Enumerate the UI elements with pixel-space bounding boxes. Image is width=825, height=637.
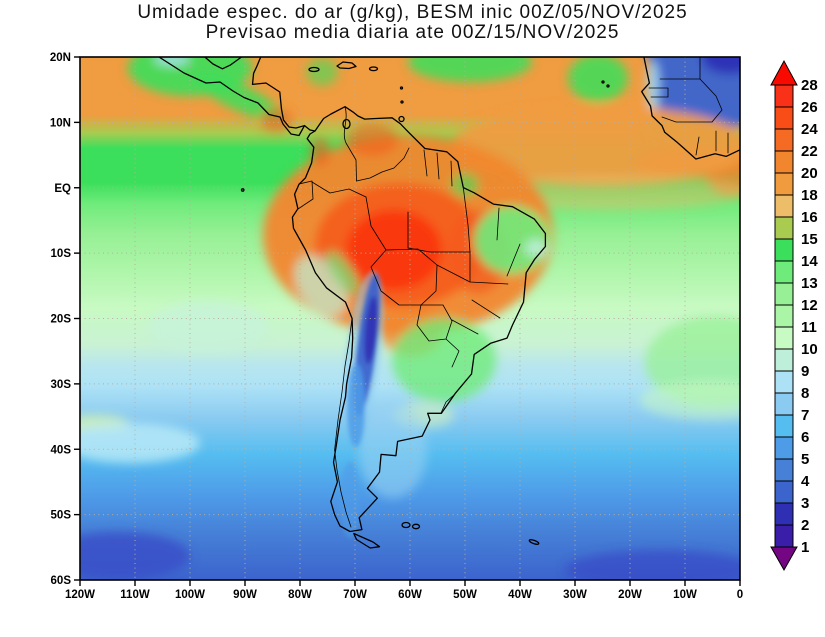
- coastlines: [158, 57, 740, 549]
- colorbar-segment: [774, 436, 794, 460]
- lesser-antilles-island: [399, 86, 404, 90]
- colorbar: 28 26 24 22 20 18 16 15 14 13 12 11 10 9 8 7 6 5 4 3 2 1: [770, 59, 818, 572]
- colorbar-tick-label: 3: [801, 495, 809, 512]
- colorbar-tick-label: 16: [801, 209, 818, 226]
- colorbar-segment: [774, 238, 794, 262]
- tierra-del-fuego-coastline: [353, 532, 381, 549]
- figure-title-line1: Umidade espec. do ar (g/kg), BESM inic 0…: [137, 2, 688, 23]
- colorbar-segment: [774, 326, 794, 350]
- x-axis-label: 90W: [233, 589, 257, 601]
- colorbar-arrow-bottom: [770, 546, 798, 572]
- x-axis-label: 10W: [673, 589, 697, 601]
- colorbar-arrow-top: [770, 59, 798, 86]
- colorbar-tick-label: 9: [801, 363, 809, 380]
- x-axis-label: 20W: [618, 589, 642, 601]
- colorbar-tick-label: 26: [801, 99, 818, 116]
- political-borders: [297, 57, 729, 528]
- x-axis-label: 100W: [175, 589, 205, 601]
- colorbar-segment: [774, 106, 794, 130]
- hispaniola-island: [336, 61, 357, 70]
- colorbar-segment: [774, 458, 794, 482]
- colorbar-tick-label: 11: [801, 319, 817, 336]
- colorbar-segment: [774, 392, 794, 416]
- mexico-gulf-coast: [204, 57, 243, 70]
- falkland-island-east: [411, 523, 421, 530]
- y-axis-label: 10S: [51, 248, 72, 260]
- colorbar-tick-label: 5: [801, 451, 809, 468]
- jamaica-island: [308, 66, 320, 73]
- colorbar-segment: [774, 480, 794, 504]
- colorbar-segment: [774, 348, 794, 372]
- x-axis-label: 50W: [453, 589, 477, 601]
- colorbar-segment: [774, 370, 794, 394]
- axis-ticks-and-labels: 120W 110W 100W 90W 80W 70W 60W 50W 40W 30W 20W 10W 0…: [50, 52, 743, 601]
- field-anomaly-blobs: [80, 57, 740, 580]
- andes-dry-strip: [340, 270, 385, 538]
- colorbar-segment: [774, 150, 794, 174]
- y-axis-label: 40S: [51, 444, 72, 456]
- trinidad-island: [398, 115, 405, 123]
- colorbar-segment: [774, 282, 794, 306]
- figure-title-line2: Previsao media diaria ate 00Z/15/NOV/202…: [205, 22, 620, 43]
- x-axis-label: 0: [737, 589, 743, 601]
- y-axis-label: 20N: [50, 52, 71, 64]
- colorbar-segment: [774, 216, 794, 240]
- colorbar-tick-label: 20: [801, 165, 818, 182]
- colorbar-tick-label: 28: [801, 77, 818, 94]
- y-axis-label: 60S: [51, 575, 72, 587]
- colorbar-tick-label: 24: [801, 121, 818, 138]
- colorbar-tick-label: 13: [801, 275, 818, 292]
- colorbar-tick-label: 8: [801, 385, 809, 402]
- west-africa-coastline: [641, 57, 740, 160]
- y-axis-label: 50S: [51, 510, 72, 522]
- lake-maracaibo: [342, 118, 351, 130]
- y-axis-label: 30S: [51, 379, 72, 391]
- colorbar-tick-label: 10: [801, 341, 818, 358]
- colorbar-tick-label: 12: [801, 297, 818, 314]
- falkland-island-west: [401, 521, 411, 529]
- colorbar-tick-label: 18: [801, 187, 818, 204]
- colorbar-segment: [774, 502, 794, 526]
- lesser-antilles-island: [400, 100, 404, 104]
- colorbar-segment: [774, 414, 794, 438]
- colorbar-tick-label: 22: [801, 143, 818, 160]
- x-axis-label: 60W: [398, 589, 422, 601]
- puerto-rico-island: [368, 66, 379, 72]
- cape-verde-island: [606, 84, 610, 88]
- colorbar-tick-label: 1: [801, 539, 809, 556]
- y-axis-label: 10N: [50, 117, 71, 129]
- colorbar-segment: [774, 172, 794, 196]
- colorbar-segment: [774, 84, 794, 108]
- galapagos-island: [240, 188, 245, 192]
- colorbar-tick-label: 15: [801, 231, 818, 248]
- colorbar-tick-label: 4: [801, 473, 810, 490]
- x-axis-label: 110W: [120, 589, 150, 601]
- colorbar-tick-label: 7: [801, 407, 809, 424]
- x-axis-label: 80W: [288, 589, 312, 601]
- colorbar-segment: [774, 260, 794, 284]
- yucatan-caribbean-coast: [251, 57, 306, 129]
- colorbar-tick-label: 6: [801, 429, 809, 446]
- colorbar-segment: [774, 194, 794, 218]
- south-america-coastline: [291, 106, 547, 533]
- colorbar-segment: [774, 524, 794, 548]
- humidity-field: [80, 57, 740, 580]
- x-axis-label: 120W: [65, 589, 95, 601]
- south-georgia-island: [528, 539, 540, 545]
- central-america-pacific-coast: [158, 57, 316, 137]
- colorbar-segment: [774, 128, 794, 152]
- x-axis-label: 30W: [563, 589, 587, 601]
- colorbar-segment: [774, 304, 794, 328]
- colorbar-tick-label: 14: [801, 253, 818, 270]
- x-axis-label: 70W: [343, 589, 367, 601]
- x-axis-label: 40W: [508, 589, 532, 601]
- y-axis-label: EQ: [54, 183, 71, 195]
- cape-verde-island: [601, 80, 605, 84]
- colorbar-tick-label: 2: [801, 517, 809, 534]
- y-axis-label: 20S: [51, 314, 72, 326]
